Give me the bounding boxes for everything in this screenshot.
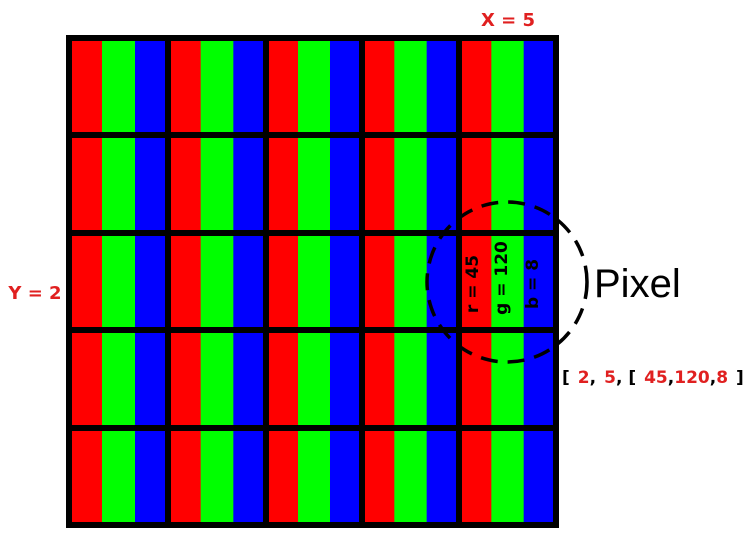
red-subpixel [362, 428, 395, 525]
tuple-sep: , [668, 368, 674, 388]
blue-subpixel [135, 428, 169, 525]
green-subpixel [394, 233, 428, 330]
red-subpixel [168, 135, 202, 233]
blue-subpixel [233, 428, 267, 525]
blue-subpixel [426, 233, 460, 330]
blue-subpixel [233, 38, 267, 135]
red-subpixel [459, 428, 492, 525]
red-subpixel [168, 38, 202, 135]
blue-subpixel [135, 135, 169, 233]
r-value-label: r = 45 [463, 255, 483, 313]
red-subpixel [266, 233, 299, 330]
x-label: X = 5 [481, 10, 535, 31]
green-subpixel [394, 428, 428, 525]
green-subpixel [394, 38, 428, 135]
green-subpixel [200, 233, 234, 330]
subpixel-stripes [69, 38, 557, 525]
green-subpixel [200, 330, 234, 428]
green-subpixel [200, 428, 234, 525]
tuple-close: ]] [736, 368, 744, 388]
tuple-col: 5 [604, 368, 616, 388]
blue-subpixel [330, 428, 363, 525]
blue-subpixel [330, 233, 363, 330]
y-label: Y = 2 [7, 283, 61, 304]
blue-subpixel [330, 38, 363, 135]
red-subpixel [266, 330, 299, 428]
green-subpixel [102, 233, 136, 330]
red-subpixel [168, 233, 202, 330]
green-subpixel [102, 38, 136, 135]
blue-subpixel [523, 38, 557, 135]
red-subpixel [69, 330, 103, 428]
green-subpixel [102, 428, 136, 525]
red-subpixel [69, 428, 103, 525]
tuple-g: 120 [674, 368, 710, 388]
tuple-b: 8 [716, 368, 728, 388]
pixel-tuple: [2,5, [45,120,8]] [562, 368, 744, 388]
red-subpixel [459, 135, 492, 233]
b-value-label: b = 8 [523, 259, 543, 309]
blue-subpixel [523, 233, 557, 330]
blue-subpixel [426, 135, 460, 233]
blue-subpixel [330, 135, 363, 233]
red-subpixel [362, 38, 395, 135]
red-subpixel [266, 38, 299, 135]
blue-subpixel [426, 38, 460, 135]
green-subpixel [298, 38, 331, 135]
green-subpixel [394, 135, 428, 233]
blue-subpixel [523, 428, 557, 525]
tuple-row: 2 [578, 368, 590, 388]
green-subpixel [298, 233, 331, 330]
blue-subpixel [233, 330, 267, 428]
green-subpixel [491, 428, 525, 525]
green-subpixel [491, 135, 525, 233]
grid-lines [66, 35, 559, 528]
red-subpixel [69, 135, 103, 233]
red-subpixel [459, 38, 492, 135]
blue-subpixel [135, 233, 169, 330]
red-subpixel [459, 330, 492, 428]
blue-subpixel [233, 135, 267, 233]
g-value-label: g = 120 [492, 241, 512, 315]
tuple-open: [ [562, 368, 570, 388]
green-subpixel [102, 330, 136, 428]
green-subpixel [298, 330, 331, 428]
tuple-sep: , [710, 368, 716, 388]
pixel-highlight-circle [425, 200, 589, 364]
red-subpixel [168, 428, 202, 525]
green-subpixel [102, 135, 136, 233]
red-subpixel [459, 233, 492, 330]
pixel-label: Pixel [594, 262, 681, 306]
green-subpixel [491, 38, 525, 135]
blue-subpixel [523, 135, 557, 233]
tuple-sep: , [590, 368, 596, 388]
tuple-sep: , [ [616, 368, 636, 388]
blue-subpixel [330, 330, 363, 428]
green-subpixel [200, 38, 234, 135]
blue-subpixel [135, 330, 169, 428]
red-subpixel [362, 233, 395, 330]
blue-subpixel [426, 330, 460, 428]
tuple-r: 45 [644, 368, 668, 388]
blue-subpixel [135, 38, 169, 135]
red-subpixel [266, 428, 299, 525]
blue-subpixel [426, 428, 460, 525]
green-subpixel [491, 233, 525, 330]
red-subpixel [266, 135, 299, 233]
red-subpixel [168, 330, 202, 428]
blue-subpixel [523, 330, 557, 428]
red-subpixel [362, 330, 395, 428]
green-subpixel [200, 135, 234, 233]
green-subpixel [491, 330, 525, 428]
red-subpixel [69, 38, 103, 135]
green-subpixel [298, 135, 331, 233]
red-subpixel [362, 135, 395, 233]
red-subpixel [69, 233, 103, 330]
blue-subpixel [233, 233, 267, 330]
green-subpixel [394, 330, 428, 428]
green-subpixel [298, 428, 331, 525]
